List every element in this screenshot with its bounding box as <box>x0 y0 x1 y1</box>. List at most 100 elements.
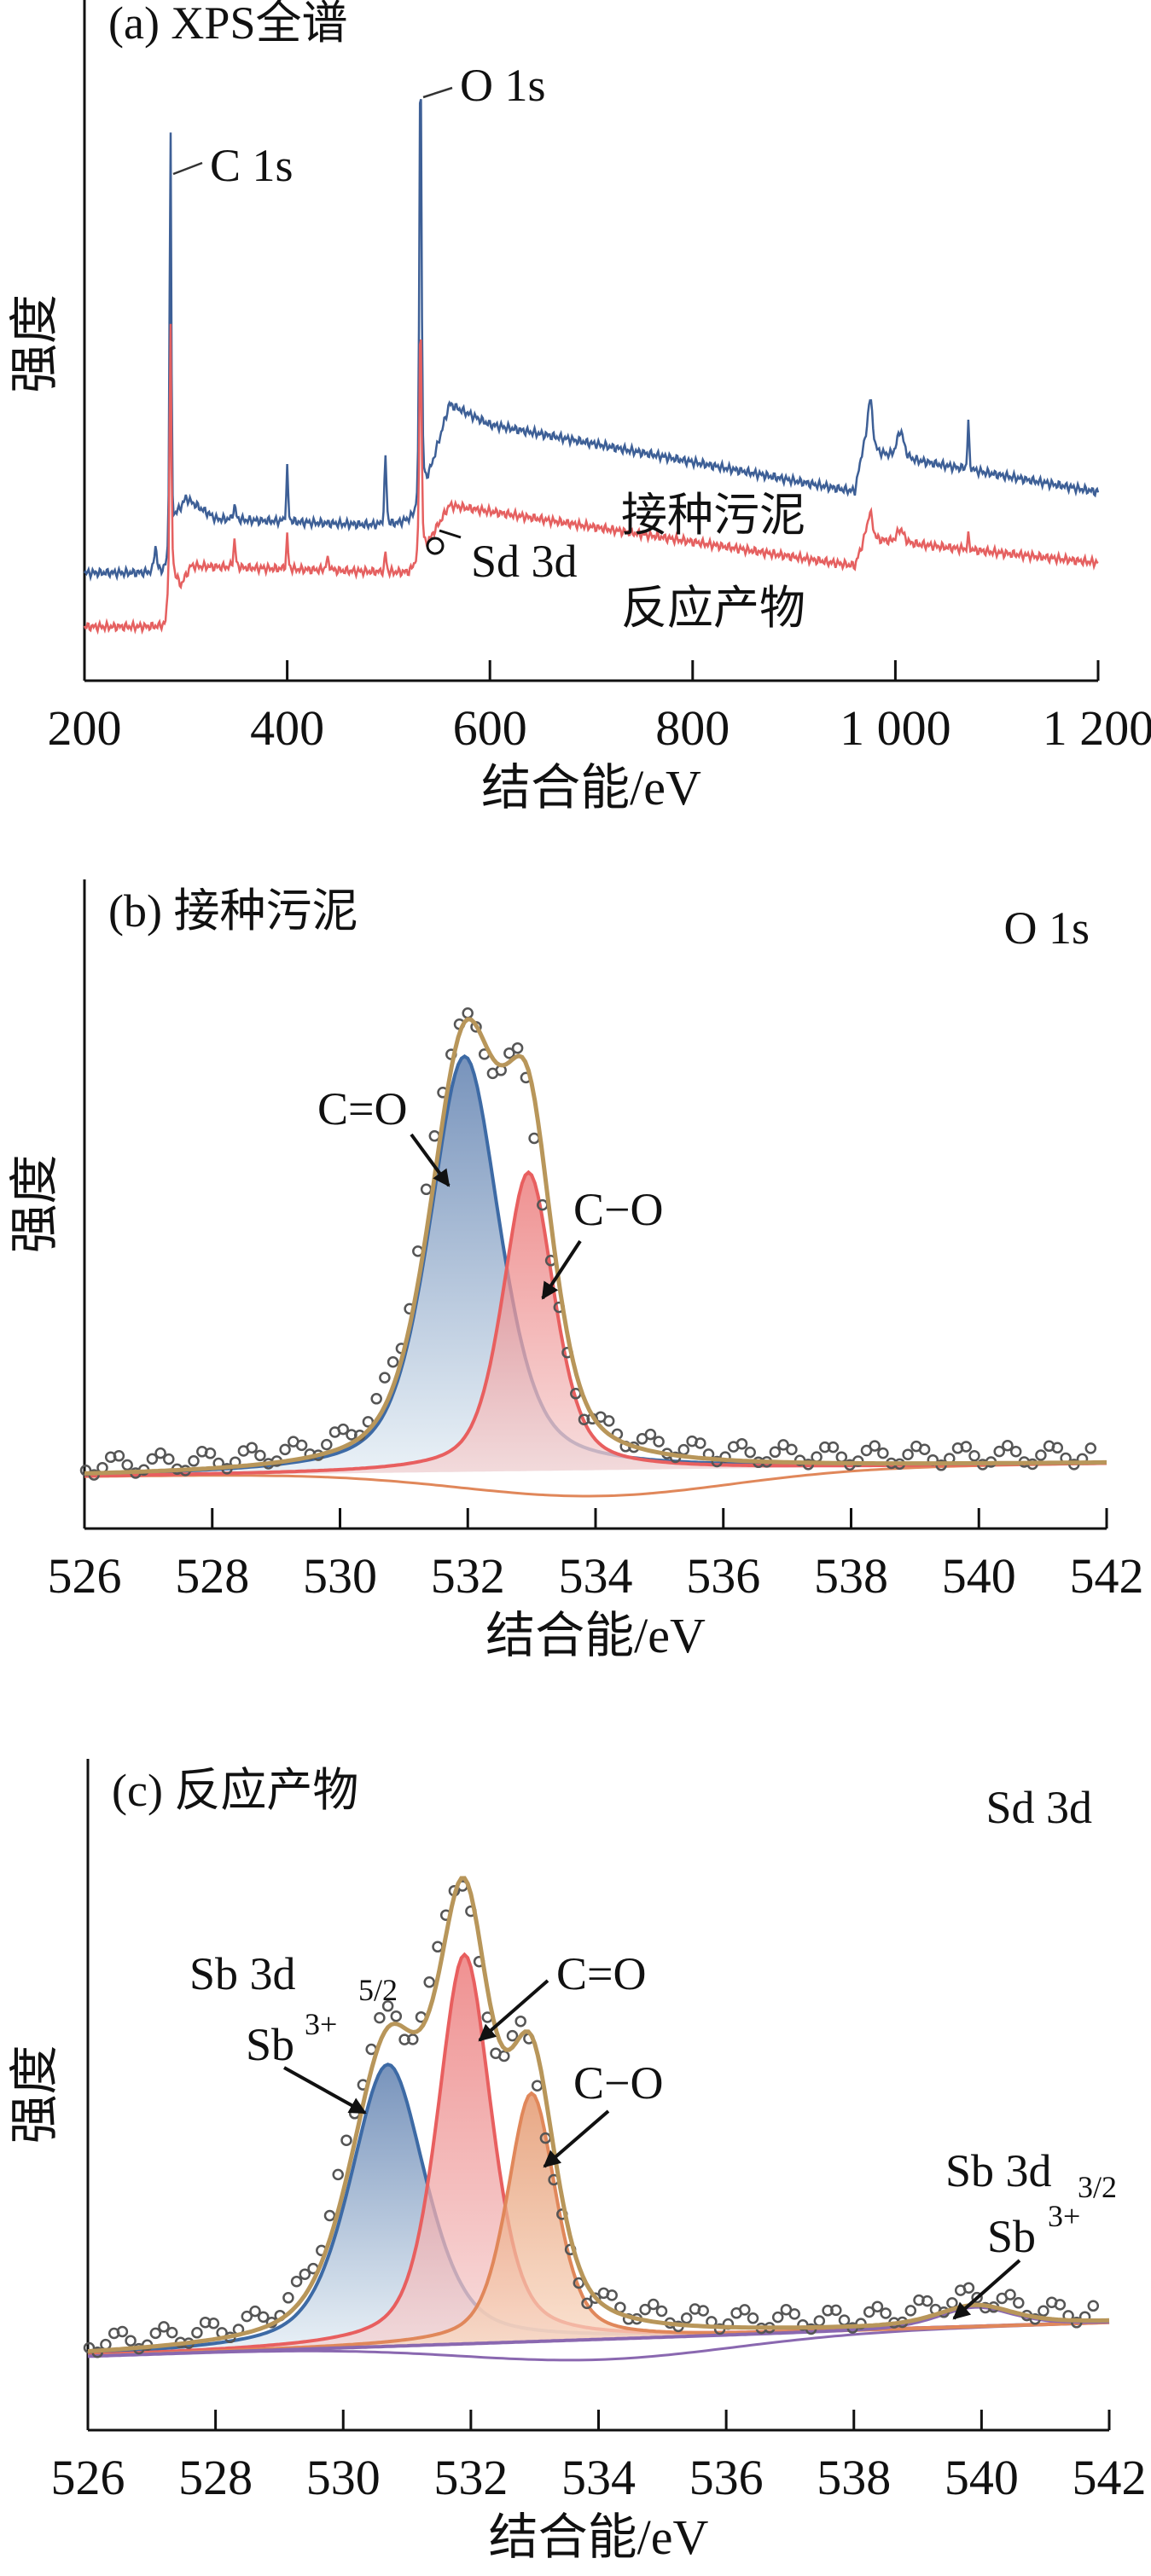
data-point <box>166 2326 178 2339</box>
data-point <box>877 1447 889 1459</box>
data-point <box>381 2000 394 2012</box>
panel-title: (a) XPS全谱 <box>108 0 348 49</box>
data-point <box>993 1445 1005 1458</box>
data-point <box>581 2297 593 2310</box>
data-point <box>871 2300 884 2312</box>
x-tick-label: 1 000 <box>840 700 951 756</box>
data-point <box>498 2050 510 2063</box>
data-point <box>387 1355 399 1368</box>
data-point <box>606 2289 618 2301</box>
o1s-label: O 1s <box>460 60 546 111</box>
x-axis-label: 结合能/eV <box>489 2509 709 2565</box>
data-point <box>1051 1442 1064 1454</box>
data-point <box>420 1183 433 1196</box>
data-point <box>855 2318 867 2329</box>
data-point <box>822 2305 834 2317</box>
data-point <box>747 2312 759 2324</box>
data-point <box>340 2134 352 2146</box>
x-tick-label: 1 200 <box>1043 700 1151 756</box>
x-tick-label: 538 <box>817 2450 891 2505</box>
data-point <box>1038 2305 1049 2318</box>
x-tick-label: 542 <box>1073 2450 1147 2505</box>
data-point <box>207 2318 220 2329</box>
c-single-o-arrow <box>543 2109 610 2168</box>
data-point <box>653 1436 665 1448</box>
data-point <box>1035 1449 1047 1461</box>
data-point <box>960 1441 973 1453</box>
data-point <box>100 2338 112 2351</box>
legend-seed-sludge: 接种污泥 <box>621 490 805 541</box>
data-point <box>1084 1442 1097 1454</box>
data-point <box>838 2314 851 2326</box>
x-tick-label: 800 <box>655 700 730 756</box>
x-tick-label: 600 <box>453 700 527 756</box>
component-line <box>87 2305 1109 2358</box>
data-point <box>163 1453 175 1465</box>
data-point <box>777 1439 789 1451</box>
data-point <box>918 1443 931 1455</box>
y-axis-label: 强度 <box>7 1154 62 1253</box>
data-point <box>503 1047 515 1059</box>
envelope-fit-line <box>84 1017 1107 1476</box>
data-point <box>121 1459 133 1471</box>
data-point <box>739 2304 751 2316</box>
data-point <box>514 2015 526 2028</box>
data-point <box>1004 2289 1016 2300</box>
data-point <box>191 2327 203 2339</box>
sb3d52-label: Sb 3d <box>189 1948 296 1999</box>
envelope-fit-line <box>87 1876 1110 2354</box>
data-point <box>116 2325 129 2338</box>
data-point <box>282 2292 294 2304</box>
x-tick-label: 526 <box>51 2450 125 2505</box>
sd3d-label: Sd 3d <box>471 536 578 587</box>
sb3d32-arrow <box>952 2259 1021 2320</box>
c1s-label: C 1s <box>210 140 294 191</box>
c-single-o-label: C−O <box>573 2057 663 2109</box>
panel-b: 526 528 530 532 534 536 538 540 542 结合能/eV 强度 (b) 接… <box>7 879 1144 1663</box>
core-level-label: O 1s <box>1003 902 1090 954</box>
data-point <box>677 1443 690 1456</box>
data-point <box>511 1041 524 1054</box>
sb-arrow <box>283 2066 367 2115</box>
component-fill <box>88 2064 1109 2357</box>
sb3d52-subscript: 5/2 <box>358 1973 398 2007</box>
data-point <box>813 2315 826 2327</box>
data-point <box>819 1441 831 1453</box>
data-point <box>337 1423 349 1436</box>
data-point <box>428 1130 441 1142</box>
data-point <box>968 1450 980 1462</box>
data-point <box>154 1447 166 1459</box>
data-point <box>125 2335 137 2347</box>
data-point <box>332 2168 344 2181</box>
data-point <box>880 2307 892 2319</box>
data-point <box>370 1393 382 1405</box>
panel-c: 526 528 530 532 534 536 538 540 542 结合能/eV 强度 (c) 反… <box>7 1759 1147 2565</box>
x-tick-label: 538 <box>814 1548 888 1604</box>
spectrum-line-seed-sludge <box>83 98 1100 583</box>
x-tick-label: 526 <box>48 1548 122 1604</box>
data-point <box>827 1441 840 1453</box>
c-double-o-label: C=O <box>556 1948 646 1999</box>
data-point <box>432 1941 444 1953</box>
x-tick-label: 532 <box>431 1548 505 1604</box>
x-tick-label: 530 <box>306 2450 381 2505</box>
data-point <box>254 1449 266 1462</box>
data-point <box>423 1976 435 1988</box>
c-double-o-arrow <box>410 1133 451 1187</box>
data-point <box>379 1372 391 1384</box>
data-point <box>786 1443 798 1456</box>
sb3plus-superscript-2: 3+ <box>1048 2199 1080 2233</box>
data-point <box>390 2010 403 2022</box>
x-axis-label: 结合能/eV <box>481 760 701 815</box>
sd3d-marker <box>426 537 445 555</box>
data-point <box>639 2303 651 2316</box>
x-tick-label: 536 <box>686 1548 760 1604</box>
data-point <box>188 1455 200 1467</box>
data-point <box>1087 2300 1100 2312</box>
y-axis-label: 强度 <box>7 2045 62 2144</box>
sb3plus-superscript: 3+ <box>305 2007 337 2041</box>
data-point <box>204 1448 217 1459</box>
x-tick-label: 534 <box>559 1548 633 1604</box>
data-point <box>589 2292 602 2304</box>
